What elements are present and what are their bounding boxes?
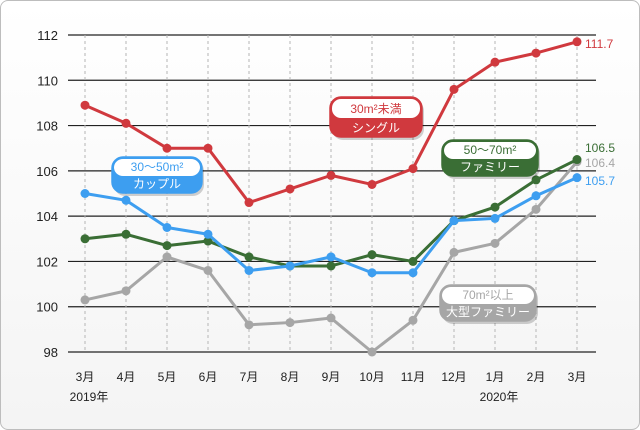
data-point	[326, 261, 336, 271]
legend-label-line1: 30m²未満	[350, 102, 401, 116]
data-point	[244, 320, 254, 330]
data-point	[572, 155, 582, 165]
legend-callout: 50〜70m² ファミリー	[441, 139, 540, 179]
legend-callout-top	[442, 287, 534, 304]
y-tick-label: 110	[37, 73, 58, 88]
data-point	[244, 265, 254, 275]
y-tick-label: 108	[36, 119, 58, 134]
data-point	[326, 170, 336, 180]
y-tick-label: 106	[36, 164, 58, 179]
data-point	[367, 347, 377, 357]
data-point	[162, 222, 172, 232]
data-point	[572, 37, 582, 47]
legend-label-line2: カップル	[133, 177, 181, 191]
data-point	[531, 204, 541, 214]
data-point	[80, 189, 90, 198]
data-point	[490, 57, 500, 67]
legend-callout-top	[444, 142, 536, 159]
data-point	[244, 198, 254, 208]
data-point	[490, 213, 500, 223]
x-tick-label: 1月	[486, 370, 505, 384]
data-point	[531, 191, 541, 201]
end-value-label: 111.7	[585, 37, 614, 51]
data-point	[326, 252, 336, 262]
data-point	[367, 179, 377, 189]
data-point	[408, 268, 418, 278]
x-tick-label: 11月	[401, 370, 425, 384]
data-point	[121, 118, 131, 128]
data-point	[531, 48, 541, 58]
data-point	[326, 313, 336, 323]
data-point	[203, 229, 213, 239]
data-point	[408, 256, 418, 266]
data-point	[285, 318, 295, 328]
x-tick-label: 7月	[240, 370, 259, 384]
x-tick-label: 8月	[281, 370, 300, 384]
x-tick-label: 10月	[359, 370, 384, 384]
data-point	[121, 286, 131, 296]
data-point	[203, 143, 213, 153]
y-tick-label: 100	[36, 300, 58, 315]
year-label: 2020年	[480, 390, 519, 404]
end-value-label: 106.4	[585, 156, 615, 170]
x-tick-label: 12月	[441, 370, 466, 384]
data-point	[285, 261, 295, 271]
y-tick-label: 112	[37, 28, 58, 43]
data-point	[449, 247, 459, 257]
year-label: 2019年	[70, 390, 109, 404]
x-tick-label: 3月	[76, 370, 95, 384]
legend-callout-top	[332, 99, 420, 118]
y-tick-label: 104	[36, 209, 58, 224]
data-point	[121, 195, 131, 205]
x-tick-label: 5月	[158, 370, 177, 384]
data-point	[162, 241, 172, 251]
data-point	[203, 236, 213, 246]
legend-label-line1: 50〜70m²	[464, 143, 517, 157]
data-point	[490, 238, 500, 248]
data-point	[572, 173, 582, 183]
x-tick-label: 6月	[199, 370, 218, 384]
end-value-label: 106.5	[585, 141, 615, 155]
data-point	[244, 252, 254, 262]
legend-label-line2: シングル	[352, 121, 400, 135]
data-point	[367, 268, 377, 278]
data-point	[80, 295, 90, 305]
data-point	[408, 164, 418, 174]
data-point	[203, 265, 213, 275]
data-point	[80, 234, 90, 244]
legend-callout-top	[114, 159, 200, 176]
data-point	[408, 315, 418, 325]
legend-label-line1: 70m²以上	[462, 288, 513, 302]
x-tick-label: 9月	[322, 370, 341, 384]
data-point	[121, 229, 131, 239]
data-point	[449, 84, 459, 94]
y-tick-label: 98	[44, 345, 58, 360]
legend-label-line2: ファミリー	[460, 160, 520, 174]
x-tick-label: 4月	[117, 370, 136, 384]
legend-callout: 30〜50m² カップル	[111, 156, 204, 196]
data-point	[162, 143, 172, 153]
end-value-label: 105.7	[585, 174, 615, 188]
data-point	[490, 202, 500, 212]
data-point	[449, 216, 459, 226]
data-point	[367, 250, 377, 260]
data-point	[162, 252, 172, 262]
data-point	[285, 184, 295, 194]
y-tick-label: 102	[36, 254, 58, 269]
legend-label-line1: 30〜50m²	[131, 160, 184, 174]
data-point	[80, 100, 90, 110]
data-point	[531, 175, 541, 185]
legend-label-line2: 大型ファミリー	[446, 305, 530, 319]
x-tick-label: 3月	[568, 370, 587, 384]
x-tick-label: 2月	[527, 370, 546, 384]
